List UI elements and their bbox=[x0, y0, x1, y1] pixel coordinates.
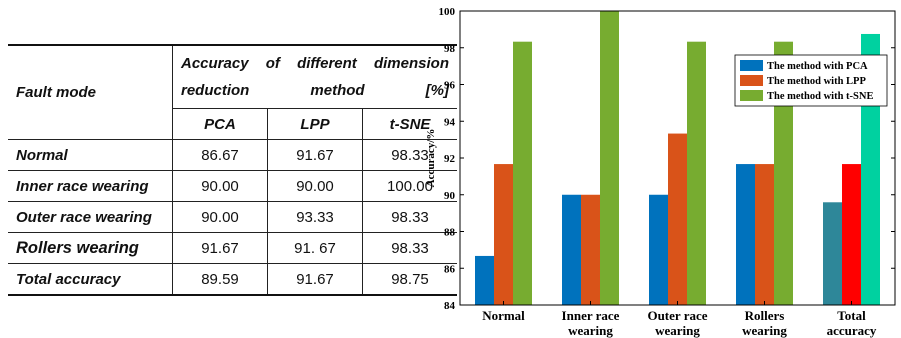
y-axis-label: Accuracy/% bbox=[425, 129, 437, 188]
table-cell: 98.33 bbox=[362, 201, 457, 233]
table-cell: 91.67 bbox=[267, 263, 363, 296]
legend-label: The method with t-SNE bbox=[767, 91, 873, 102]
bar bbox=[823, 202, 842, 305]
header-method-pca: PCA bbox=[172, 108, 268, 140]
y-tick-label: 88 bbox=[444, 227, 456, 239]
bar bbox=[494, 164, 513, 305]
legend-swatch bbox=[740, 60, 763, 71]
bar bbox=[774, 41, 793, 305]
row-label: Rollers wearing bbox=[8, 232, 173, 264]
y-tick-label: 96 bbox=[444, 80, 456, 92]
table-cell: 89.59 bbox=[172, 263, 268, 296]
bar bbox=[600, 11, 619, 305]
legend-label: The method with LPP bbox=[767, 76, 866, 87]
table-row: Inner race wearing 90.00 90.00 100.00 bbox=[8, 170, 457, 202]
y-tick-label: 92 bbox=[444, 153, 456, 165]
table-cell: 93.33 bbox=[267, 201, 363, 233]
header-fault-mode: Fault mode bbox=[8, 44, 173, 140]
bar bbox=[475, 255, 494, 305]
table-cell: 91.67 bbox=[267, 139, 363, 171]
bar bbox=[755, 164, 774, 305]
bar bbox=[687, 41, 706, 305]
table-cell: 100.00 bbox=[362, 170, 457, 202]
x-tick-label: Rollers wearing bbox=[742, 308, 787, 338]
x-tick-label: Normal bbox=[482, 308, 525, 323]
header-method-tsne: t-SNE bbox=[362, 108, 457, 140]
bar bbox=[649, 194, 668, 305]
table-row: Rollers wearing 91.67 91. 67 98.33 bbox=[8, 232, 457, 264]
bar bbox=[581, 194, 600, 305]
x-tick-label: Outer race wearing bbox=[647, 308, 707, 338]
row-label: Normal bbox=[8, 139, 173, 171]
x-tick-label: Total accuracy bbox=[827, 308, 877, 338]
accuracy-bar-chart: 84 86 88 90 92 94 96 98 100 Normal Inner race weari… bbox=[425, 6, 896, 338]
legend-label: The method with PCA bbox=[767, 61, 868, 72]
row-label: Total accuracy bbox=[8, 263, 173, 296]
y-tick-label: 94 bbox=[444, 116, 456, 128]
bar bbox=[513, 41, 532, 305]
legend-swatch bbox=[740, 90, 763, 101]
table-row: Outer race wearing 90.00 93.33 98.33 bbox=[8, 201, 457, 233]
bar bbox=[562, 194, 581, 305]
table-cell: 91.67 bbox=[172, 232, 268, 264]
legend-swatch bbox=[740, 75, 763, 86]
y-tick-label: 84 bbox=[444, 300, 456, 312]
x-tick-label: Inner race wearing bbox=[562, 308, 620, 338]
y-tick-label: 98 bbox=[444, 43, 456, 55]
bar bbox=[668, 133, 687, 305]
table-cell: 90.00 bbox=[172, 201, 268, 233]
table-cell: 91. 67 bbox=[267, 232, 363, 264]
header-method-lpp: LPP bbox=[267, 108, 363, 140]
table-row: Normal 86.67 91.67 98.33 bbox=[8, 139, 457, 171]
row-label: Inner race wearing bbox=[8, 170, 173, 202]
y-tick-label: 90 bbox=[444, 190, 456, 202]
bar bbox=[736, 164, 755, 305]
table-cell: 86.67 bbox=[172, 139, 268, 171]
bar bbox=[842, 164, 861, 305]
table-cell: 98.75 bbox=[362, 263, 457, 296]
y-tick-label: 100 bbox=[439, 6, 456, 18]
header-accuracy-title: Accuracy of different dimension reductio… bbox=[172, 44, 457, 109]
table-row: Total accuracy 89.59 91.67 98.75 bbox=[8, 263, 457, 296]
y-tick-label: 86 bbox=[444, 263, 456, 275]
table-cell: 98.33 bbox=[362, 232, 457, 264]
table-cell: 90.00 bbox=[172, 170, 268, 202]
table-cell: 90.00 bbox=[267, 170, 363, 202]
row-label: Outer race wearing bbox=[8, 201, 173, 233]
accuracy-table: Fault mode Accuracy of different dimensi… bbox=[8, 44, 457, 296]
